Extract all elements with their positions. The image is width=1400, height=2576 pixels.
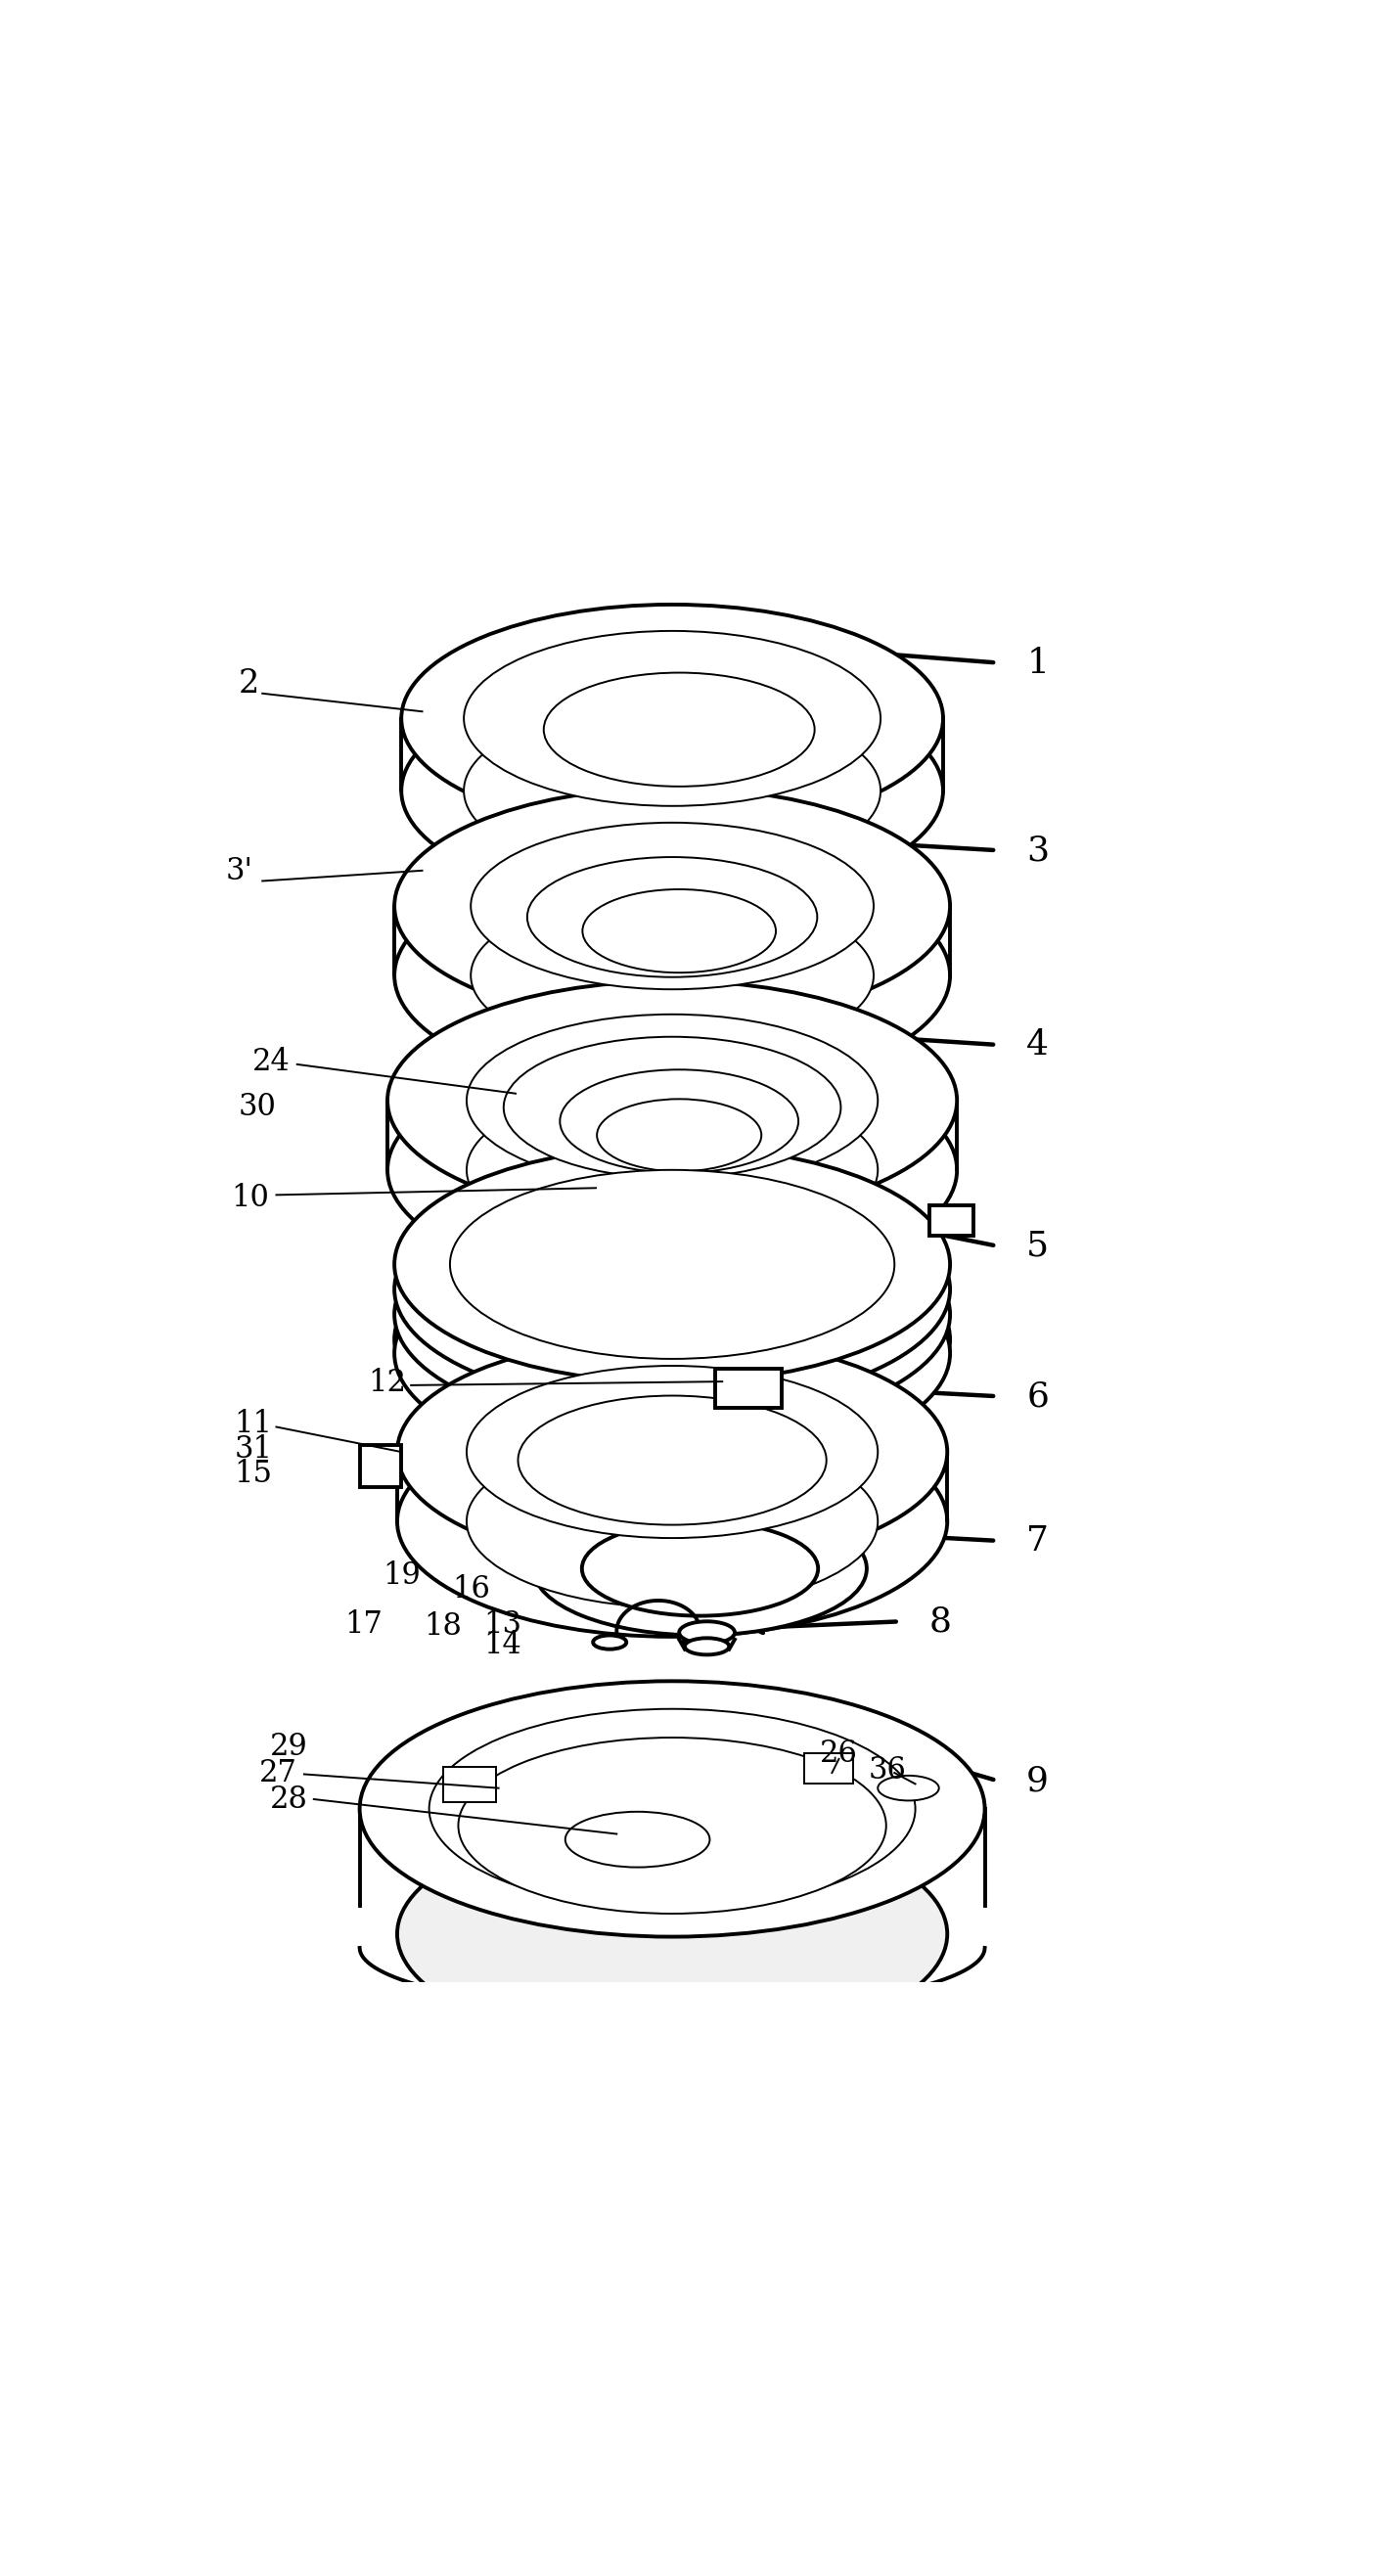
Ellipse shape: [458, 1739, 886, 1914]
FancyBboxPatch shape: [930, 1206, 973, 1236]
Text: 8: 8: [930, 1605, 952, 1638]
Ellipse shape: [543, 672, 815, 786]
Text: 28: 28: [270, 1785, 308, 1814]
Text: 27: 27: [259, 1757, 297, 1788]
Ellipse shape: [388, 1051, 958, 1291]
FancyBboxPatch shape: [360, 1445, 402, 1486]
Text: 15: 15: [234, 1458, 272, 1489]
Text: 17: 17: [344, 1610, 382, 1638]
Text: 3: 3: [1026, 835, 1049, 868]
FancyBboxPatch shape: [715, 1368, 783, 1409]
Ellipse shape: [466, 1435, 878, 1607]
Text: 10: 10: [231, 1182, 269, 1213]
FancyBboxPatch shape: [442, 1767, 496, 1803]
Ellipse shape: [533, 1502, 867, 1636]
Ellipse shape: [398, 1819, 948, 2048]
Ellipse shape: [449, 1221, 895, 1409]
Text: 6: 6: [1026, 1381, 1049, 1414]
Text: 7: 7: [1026, 1525, 1049, 1558]
Ellipse shape: [582, 889, 776, 974]
Ellipse shape: [395, 1221, 951, 1458]
Ellipse shape: [685, 1638, 729, 1654]
Ellipse shape: [398, 1337, 948, 1566]
Text: 14: 14: [484, 1631, 522, 1659]
Text: 19: 19: [382, 1561, 420, 1592]
Text: 2: 2: [238, 667, 259, 698]
Ellipse shape: [566, 1811, 710, 1868]
Ellipse shape: [463, 703, 881, 878]
Ellipse shape: [449, 1260, 895, 1448]
Ellipse shape: [360, 1682, 984, 1937]
Ellipse shape: [470, 822, 874, 989]
Text: 1: 1: [1026, 647, 1049, 680]
Ellipse shape: [466, 1365, 878, 1538]
FancyBboxPatch shape: [711, 1164, 770, 1208]
FancyBboxPatch shape: [804, 1754, 853, 1785]
Ellipse shape: [395, 1172, 951, 1406]
Text: 5: 5: [1026, 1229, 1049, 1262]
Ellipse shape: [430, 1708, 916, 1909]
Ellipse shape: [596, 1100, 762, 1172]
Ellipse shape: [518, 1396, 826, 1525]
Text: 18: 18: [424, 1613, 462, 1641]
Ellipse shape: [470, 891, 874, 1059]
Ellipse shape: [388, 981, 958, 1221]
Ellipse shape: [594, 1636, 626, 1649]
Ellipse shape: [582, 1522, 818, 1615]
Text: 3': 3': [225, 855, 252, 886]
Text: 24: 24: [252, 1046, 290, 1077]
FancyBboxPatch shape: [582, 1164, 640, 1208]
Text: 4: 4: [1026, 1028, 1049, 1061]
Ellipse shape: [402, 605, 944, 832]
Ellipse shape: [466, 1084, 878, 1257]
Text: 36: 36: [868, 1754, 907, 1785]
Ellipse shape: [395, 1236, 951, 1471]
Text: 30: 30: [238, 1092, 276, 1123]
Ellipse shape: [466, 1015, 878, 1188]
Ellipse shape: [395, 1195, 951, 1432]
Ellipse shape: [528, 858, 818, 976]
Ellipse shape: [395, 1146, 951, 1383]
Text: 16: 16: [452, 1574, 490, 1605]
Ellipse shape: [449, 1170, 895, 1360]
Ellipse shape: [449, 1244, 895, 1435]
Text: 12: 12: [368, 1368, 406, 1399]
Ellipse shape: [878, 1775, 939, 1801]
Text: 26: 26: [820, 1739, 858, 1770]
Ellipse shape: [449, 1195, 895, 1383]
Ellipse shape: [398, 1406, 948, 1636]
Text: 31: 31: [234, 1435, 272, 1463]
Ellipse shape: [560, 1069, 798, 1172]
Text: 13: 13: [483, 1610, 522, 1638]
Text: 11: 11: [234, 1409, 272, 1440]
Ellipse shape: [504, 1036, 841, 1177]
Ellipse shape: [463, 631, 881, 806]
Ellipse shape: [683, 1636, 717, 1649]
Text: 29: 29: [270, 1731, 308, 1762]
Ellipse shape: [395, 858, 951, 1095]
Ellipse shape: [679, 1620, 735, 1643]
Ellipse shape: [402, 677, 944, 904]
Text: 9: 9: [1026, 1765, 1049, 1798]
Ellipse shape: [395, 788, 951, 1025]
